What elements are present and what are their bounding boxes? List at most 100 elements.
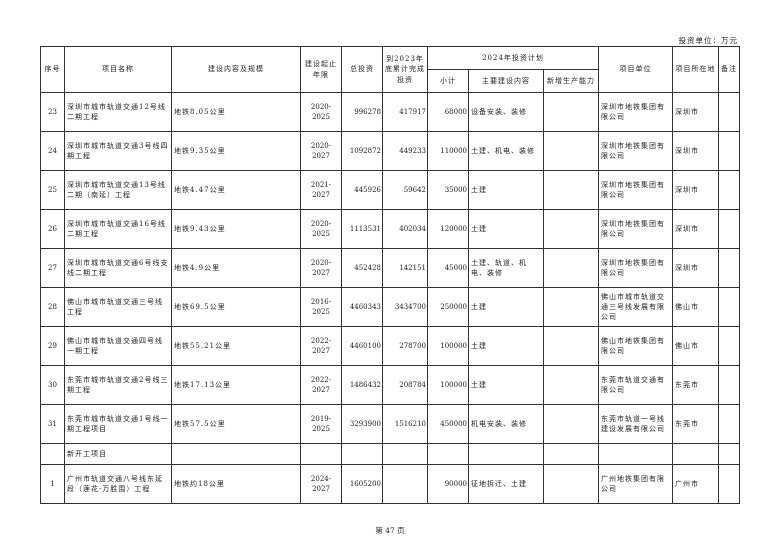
cell-remark	[718, 248, 741, 288]
cell-total: 996278	[341, 92, 383, 132]
cell-location: 深圳市	[672, 92, 720, 132]
cell-location: 东莞市	[672, 404, 720, 444]
empty-cell	[468, 443, 544, 465]
cell-content: 地铁69.5公里	[171, 287, 301, 327]
empty-cell	[40, 443, 65, 465]
cell-seq: 25	[40, 170, 65, 210]
table-row: 25 深圳市城市轨道交通13号线二期（南延）工程 地铁4.47公里 2021-2027…	[40, 170, 741, 210]
investment-plan-table: 序号 项目名称 建设内容及规模 建设起止年限 总投资 到2023年底累计完成投资…	[40, 46, 741, 504]
empty-cell	[171, 443, 301, 465]
cell-total: 1092872	[341, 131, 383, 171]
table-row: 29 佛山市城市轨道交通四号线一期工程 地铁55.21公里 2022-2027 4460…	[40, 326, 741, 366]
cell-unit: 深圳市地铁集团有限公司	[598, 209, 674, 249]
cell-period: 2024-2027	[300, 464, 342, 504]
cell-completed: 278700	[382, 326, 428, 366]
cell-capacity	[542, 131, 600, 171]
cell-total: 1486432	[341, 365, 383, 405]
cell-capacity	[542, 326, 600, 366]
header-plan-2024: 2024年投资计划	[426, 46, 600, 70]
header-remark: 备注	[718, 46, 741, 93]
cell-capacity	[542, 464, 600, 504]
cell-subtotal: 110000	[427, 131, 469, 171]
table-row: 1 广州市轨道交通八号线东延段（莲花-万胜围）工程 地铁约18公里 2024-2027…	[40, 464, 741, 504]
cell-main: 土建、轨道、机电、装修	[468, 248, 544, 288]
header-location: 项目所在地	[672, 46, 720, 93]
cell-completed: 1516210	[382, 404, 428, 444]
cell-completed: 402034	[382, 209, 428, 249]
table-row: 24 深圳市城市轨道交通3号线四期工程 地铁9.35公里 2020-2027 10928…	[40, 131, 741, 171]
header-unit: 项目单位	[598, 46, 674, 93]
section-label: 新开工项目	[64, 443, 172, 465]
cell-capacity	[542, 209, 600, 249]
cell-location: 佛山市	[672, 287, 720, 327]
cell-location: 广州市	[672, 464, 720, 504]
cell-capacity	[542, 365, 600, 405]
cell-period: 2022-2027	[300, 365, 342, 405]
table-row: 30 东莞市城市轨道交通2号线三期工程 地铁17.13公里 2022-2027 1486…	[40, 365, 741, 405]
cell-content: 地铁57.5公里	[171, 404, 301, 444]
empty-cell	[598, 443, 674, 465]
cell-subtotal: 450000	[427, 404, 469, 444]
cell-remark	[718, 464, 741, 504]
table-row: 23 深圳市城市轨道交通12号线二期工程 地铁8.05公里 2020-2025 9962…	[40, 92, 741, 132]
cell-content: 地铁17.13公里	[171, 365, 301, 405]
header-seq: 序号	[40, 46, 65, 93]
cell-seq: 28	[40, 287, 65, 327]
cell-main: 土建、机电、装修	[468, 131, 544, 171]
cell-total: 1605200	[341, 464, 383, 504]
cell-location: 深圳市	[672, 170, 720, 210]
cell-period: 2020-2025	[300, 92, 342, 132]
cell-main: 土建	[468, 326, 544, 366]
cell-name: 深圳市城市轨道交通3号线四期工程	[64, 131, 172, 171]
cell-subtotal: 120000	[427, 209, 469, 249]
cell-location: 深圳市	[672, 131, 720, 171]
header-completed: 到2023年底累计完成投资	[382, 46, 428, 93]
cell-completed: 208784	[382, 365, 428, 405]
cell-capacity	[542, 92, 600, 132]
cell-period: 2021-2027	[300, 170, 342, 210]
cell-period: 2020-2025	[300, 209, 342, 249]
page-number: 第 47 页	[375, 526, 405, 535]
empty-cell	[382, 443, 428, 465]
cell-unit: 东莞市轨道一号线建设发展有限公司	[598, 404, 674, 444]
cell-seq: 26	[40, 209, 65, 249]
empty-cell	[672, 443, 720, 465]
cell-remark	[718, 170, 741, 210]
cell-remark	[718, 404, 741, 444]
cell-completed: 449233	[382, 131, 428, 171]
cell-seq: 31	[40, 404, 65, 444]
cell-name: 东莞市城市轨道交通2号线三期工程	[64, 365, 172, 405]
cell-location: 深圳市	[672, 209, 720, 249]
cell-main: 机电安装、装修	[468, 404, 544, 444]
cell-subtotal: 100000	[427, 365, 469, 405]
cell-total: 3293900	[341, 404, 383, 444]
cell-name: 广州市轨道交通八号线东延段（莲花-万胜围）工程	[64, 464, 172, 504]
header-subtotal: 小计	[427, 69, 469, 93]
empty-cell	[542, 443, 600, 465]
cell-name: 佛山市城市轨道交通四号线一期工程	[64, 326, 172, 366]
cell-main: 设备安装、装修	[468, 92, 544, 132]
cell-remark	[718, 131, 741, 171]
cell-capacity	[542, 170, 600, 210]
cell-name: 深圳市城市轨道交通12号线二期工程	[64, 92, 172, 132]
cell-total: 1113531	[341, 209, 383, 249]
cell-seq: 30	[40, 365, 65, 405]
cell-content: 地铁9.43公里	[171, 209, 301, 249]
header-period: 建设起止年限	[300, 46, 342, 93]
cell-period: 2016-2025	[300, 287, 342, 327]
cell-completed: 3434700	[382, 287, 428, 327]
cell-period: 2020-2027	[300, 131, 342, 171]
cell-main: 土建	[468, 209, 544, 249]
cell-remark	[718, 365, 741, 405]
cell-capacity	[542, 287, 600, 327]
cell-name: 深圳市城市轨道交通16号线二期工程	[64, 209, 172, 249]
cell-unit: 东莞市轨道交通有限公司	[598, 365, 674, 405]
cell-period: 2019-2025	[300, 404, 342, 444]
header-new-capacity: 新增生产能力	[542, 69, 600, 93]
cell-unit: 深圳市地铁集团有限公司	[598, 170, 674, 210]
cell-seq: 27	[40, 248, 65, 288]
cell-total: 4460343	[341, 287, 383, 327]
cell-location: 东莞市	[672, 365, 720, 405]
cell-seq: 24	[40, 131, 65, 171]
cell-subtotal: 100000	[427, 326, 469, 366]
